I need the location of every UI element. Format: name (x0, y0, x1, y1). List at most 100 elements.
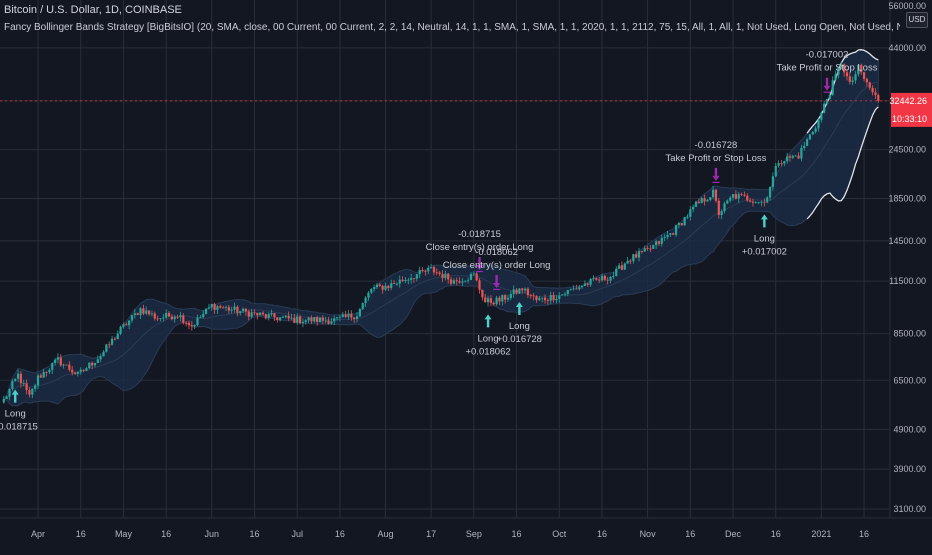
price-tick-label: 3100.00 (893, 504, 926, 514)
candle-body (797, 155, 800, 159)
candle-body (96, 359, 99, 364)
candle-body (39, 375, 42, 378)
close-arrow-icon (823, 77, 831, 91)
candle-body (541, 297, 544, 299)
candle-body (786, 156, 789, 162)
candle-body (757, 202, 760, 203)
candle-body (831, 80, 834, 95)
candle-body (373, 287, 376, 289)
candle-body (395, 283, 399, 285)
candle-body (509, 293, 512, 298)
signal-label: -0.017002 (806, 50, 849, 61)
close-arrow-icon (493, 274, 501, 288)
candle-body (415, 274, 418, 279)
candle-body (253, 312, 256, 314)
candle-body (546, 300, 549, 302)
candle-body (324, 320, 327, 322)
candle-body (635, 254, 638, 258)
time-tick-label: Jul (291, 529, 303, 539)
time-tick-label: 16 (249, 529, 259, 539)
candle-body (153, 313, 156, 319)
candle-body (848, 76, 851, 82)
signal-label: +0.018715 (0, 422, 38, 433)
candle-body (390, 283, 393, 288)
candle-body (173, 316, 176, 320)
candle-body (555, 298, 558, 301)
candle-body (250, 312, 253, 317)
trade-signals: Long +0.018715 -0.018715 Close entry(s) ord… (0, 50, 878, 433)
candle-body (350, 313, 353, 318)
candle-body (606, 279, 609, 281)
candle-body (25, 383, 28, 391)
candle-body (489, 298, 493, 303)
time-tick-label: Aug (378, 529, 394, 539)
candle-body (697, 201, 700, 203)
candle-body (512, 289, 515, 294)
candle-body (429, 267, 433, 268)
time-tick-label: 16 (685, 529, 695, 539)
candle-body (472, 273, 475, 275)
candle-body (48, 369, 51, 373)
candle-body (458, 281, 461, 283)
candle-body (808, 134, 812, 140)
candle-body (526, 288, 530, 296)
price-tick-label: 24500.00 (888, 145, 926, 155)
time-tick-label: Dec (725, 529, 742, 539)
candle-body (840, 64, 843, 68)
candle-body (310, 317, 313, 322)
candle-body (837, 67, 840, 75)
candle-body (190, 325, 193, 327)
price-tick-label: 4900.00 (893, 424, 926, 434)
candle-body (28, 390, 31, 395)
candle-body (674, 225, 678, 235)
candle-body (51, 362, 54, 370)
candle-body (267, 314, 270, 318)
signal-label: Close entry(s) order Long (426, 242, 534, 253)
symbol-title[interactable]: Bitcoin / U.S. Dollar, 1D, COINBASE (4, 4, 182, 16)
candle-body (358, 309, 361, 317)
candle-body (128, 320, 131, 326)
price-tick-label: 56000.00 (888, 1, 926, 11)
candle-body (264, 314, 267, 318)
candle-body (711, 189, 715, 198)
candle-body (646, 248, 649, 250)
strategy-legend[interactable]: Fancy Bollinger Bands Strategy [BigBitsI… (4, 22, 900, 33)
candle-body (771, 176, 775, 188)
candle-body (814, 128, 817, 132)
candle-body (760, 201, 763, 203)
candle-body (877, 95, 880, 101)
candle-body (116, 333, 119, 340)
candle-body (478, 280, 481, 290)
price-tick-label: 14500.00 (888, 236, 926, 246)
bollinger-bands (2, 49, 879, 407)
candle-body (65, 364, 68, 366)
candle-body (523, 288, 527, 291)
candle-body (318, 317, 322, 323)
candle-body (330, 321, 333, 324)
price-scale-bg (890, 0, 932, 550)
candle-body (783, 161, 786, 164)
candle-body (202, 313, 205, 318)
candle-body (552, 295, 555, 301)
candle-body (290, 317, 293, 319)
candle-body (387, 285, 390, 288)
candle-body (717, 200, 720, 216)
candle-body (210, 303, 213, 308)
candle-body (36, 375, 40, 386)
signal-label: -0.016728 (695, 140, 738, 151)
candle-body (187, 322, 191, 326)
time-scale[interactable]: Apr 16 May 16 Jun 16 Jul 16 Aug 17 Sep 16 Oct 16 Nov 16… (0, 517, 932, 550)
candle-body (598, 279, 601, 281)
candle-body (740, 194, 743, 196)
currency-badge[interactable]: USD (906, 12, 928, 28)
candle-body (307, 317, 310, 321)
long-arrow-icon (484, 314, 492, 328)
candle-body (421, 269, 424, 271)
candle-body (464, 280, 467, 282)
signal-label: -0.018062 (475, 247, 518, 258)
candle-body (196, 317, 199, 326)
candle-body (834, 74, 837, 81)
